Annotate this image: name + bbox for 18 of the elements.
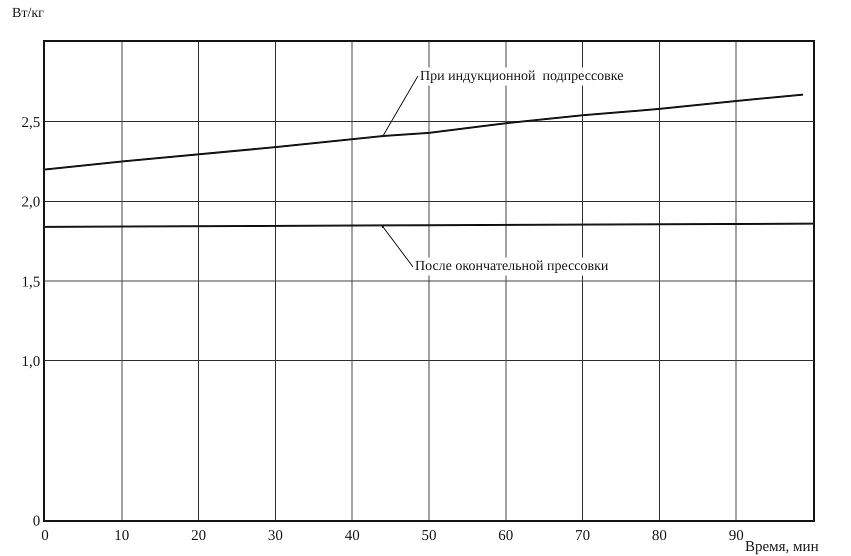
annotation: При индукционной подпрессовке (420, 69, 624, 84)
x-tick-label: 50 (422, 528, 436, 544)
y-tick-label: 0 (32, 513, 40, 530)
x-axis-title: Время, мин (745, 539, 819, 555)
x-tick-label: 60 (498, 528, 514, 544)
y-tick-label: 2,0 (22, 194, 40, 211)
y-tick-label: 1,0 (22, 354, 40, 370)
y-axis-title: Вт/кг (12, 6, 44, 21)
x-tick-label: 10 (114, 528, 130, 544)
x-tick-label: 70 (575, 528, 590, 544)
y-tick-label: 2,5 (22, 114, 40, 131)
annotation: После окончательной прессовки (415, 259, 609, 274)
x-tick-label: 30 (268, 528, 283, 544)
x-tick-label: 20 (191, 528, 206, 544)
y-tick-label: 1,5 (22, 274, 40, 290)
x-tick-label: 40 (344, 528, 360, 544)
x-tick-label: 80 (652, 528, 667, 544)
x-tick-label: 90 (728, 528, 744, 544)
